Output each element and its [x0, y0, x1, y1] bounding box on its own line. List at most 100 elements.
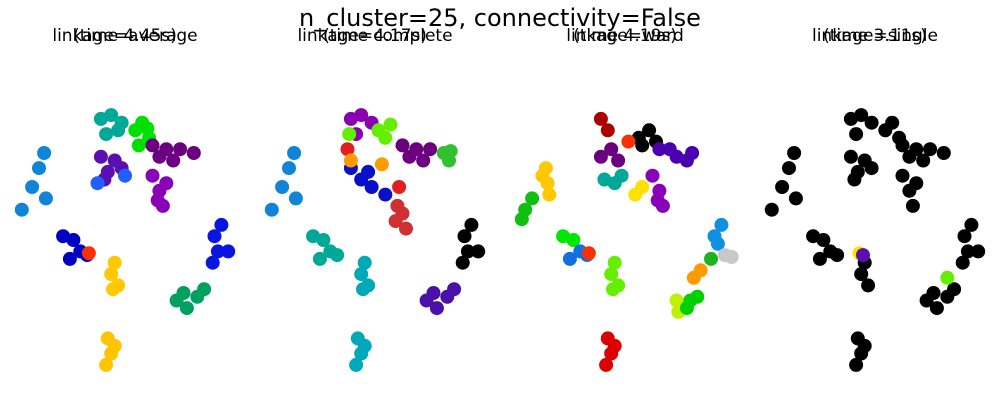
data-point-cluster-2 — [600, 123, 615, 138]
data-point-cluster-5 — [604, 142, 619, 157]
data-point-cluster-2 — [383, 117, 398, 132]
data-point-cluster-0 — [264, 202, 279, 217]
data-point-cluster-7 — [107, 255, 122, 270]
data-point-cluster-10 — [457, 229, 472, 244]
data-point-cluster-1 — [525, 191, 540, 206]
data-point-cluster-0 — [787, 146, 802, 160]
data-point-cluster-19 — [581, 246, 596, 261]
data-point-cluster-0 — [32, 161, 46, 176]
data-point-cluster-8 — [207, 229, 222, 244]
data-point-cluster-8 — [316, 233, 331, 247]
data-point-cluster-8 — [221, 244, 236, 259]
data-point-cluster-9 — [357, 255, 372, 270]
data-point-cluster-0 — [957, 229, 972, 244]
data-point-cluster-11 — [607, 255, 622, 270]
data-point-cluster-0 — [37, 146, 52, 160]
data-point-cluster-3 — [395, 138, 410, 153]
data-point-cluster-7 — [104, 267, 119, 282]
data-point-cluster-6 — [392, 180, 407, 194]
data-point-cluster-10 — [455, 255, 470, 270]
data-point-cluster-4 — [442, 153, 456, 168]
data-point-cluster-1 — [111, 123, 126, 138]
data-point-cluster-17 — [683, 293, 698, 308]
data-point-cluster-18 — [607, 338, 622, 353]
data-point-cluster-0 — [764, 202, 779, 217]
data-point-cluster-9 — [356, 282, 370, 297]
data-point-cluster-5 — [593, 149, 608, 164]
data-point-cluster-8 — [205, 255, 220, 270]
data-point-cluster-8 — [210, 244, 225, 259]
data-point-cluster-3 — [940, 270, 955, 285]
data-point-cluster-6 — [614, 168, 629, 183]
data-point-cluster-0 — [923, 142, 938, 157]
data-point-cluster-0 — [38, 191, 53, 206]
data-point-cluster-1 — [514, 212, 529, 227]
data-point-cluster-3 — [635, 138, 650, 153]
data-point-cluster-11 — [426, 286, 441, 300]
data-point-cluster-10 — [562, 251, 577, 266]
subplot-ward: linkage=ward (time 4.19s) — [500, 26, 750, 396]
data-point-cluster-5 — [145, 168, 160, 183]
subplot-title: linkage=single — [811, 26, 938, 46]
data-point-cluster-0 — [816, 233, 831, 247]
data-point-cluster-0 — [929, 301, 944, 316]
data-point-cluster-18 — [599, 357, 614, 372]
data-point-cluster-0 — [849, 357, 864, 372]
data-point-cluster-0 — [895, 138, 910, 153]
scatter-plot-single — [764, 108, 986, 372]
data-point-cluster-0 — [288, 191, 303, 206]
scatter-plot-ward — [514, 111, 739, 372]
data-point-cluster-15 — [704, 251, 718, 266]
data-point-cluster-5 — [361, 164, 376, 179]
data-point-cluster-4 — [652, 142, 667, 157]
data-point-cluster-0 — [960, 244, 975, 259]
subplot-subtitle-time: (time 4.17s) — [323, 26, 427, 46]
data-point-cluster-1 — [99, 127, 114, 142]
data-point-cluster-9 — [566, 233, 581, 247]
data-point-cluster-0 — [847, 172, 862, 187]
data-point-cluster-9 — [354, 267, 369, 282]
data-point-cluster-0 — [905, 198, 920, 213]
data-point-cluster-9 — [179, 301, 194, 316]
data-point-cluster-7 — [399, 221, 413, 236]
data-point-cluster-7 — [390, 198, 405, 213]
data-point-cluster-13 — [724, 250, 739, 264]
data-point-cluster-0 — [864, 115, 879, 130]
data-point-cluster-0 — [275, 180, 290, 194]
data-point-cluster-2 — [378, 130, 393, 145]
data-point-cluster-0 — [14, 202, 29, 217]
data-point-cluster-8 — [645, 168, 660, 183]
data-point-cluster-4 — [93, 149, 108, 164]
data-point-cluster-0 — [936, 146, 951, 160]
data-point-cluster-0 — [287, 146, 302, 160]
data-point-cluster-14 — [686, 270, 701, 285]
data-point-cluster-10 — [464, 217, 479, 232]
data-point-cluster-5 — [159, 176, 174, 191]
data-point-cluster-0 — [926, 286, 941, 300]
data-point-cluster-0 — [964, 217, 979, 232]
data-point-cluster-0 — [854, 108, 869, 123]
data-point-cluster-6 — [62, 251, 77, 266]
data-point-cluster-8 — [312, 251, 327, 266]
data-point-cluster-0 — [775, 180, 790, 194]
data-point-cluster-19 — [621, 134, 636, 149]
data-point-cluster-6 — [66, 233, 81, 247]
data-point-cluster-3 — [402, 149, 417, 164]
data-point-cluster-0 — [861, 278, 876, 293]
data-point-cluster-0 — [788, 191, 803, 206]
data-point-cluster-11 — [429, 301, 444, 316]
data-point-cluster-0 — [854, 267, 869, 282]
data-point-cluster-11 — [81, 246, 96, 261]
data-point-cluster-10 — [99, 357, 114, 372]
data-point-cluster-0 — [902, 149, 917, 164]
data-point-cluster-3 — [642, 123, 657, 138]
data-point-cluster-12 — [349, 357, 364, 372]
data-point-cluster-12 — [90, 176, 105, 191]
subplot-complete: linkage=complete (time 4.17s) — [250, 26, 500, 396]
data-point-cluster-5 — [611, 153, 626, 168]
data-point-cluster-0 — [947, 282, 962, 297]
data-point-cluster-9 — [176, 286, 191, 300]
data-point-cluster-2 — [856, 248, 870, 263]
data-point-cluster-2 — [131, 138, 146, 153]
data-point-cluster-8 — [214, 217, 229, 232]
